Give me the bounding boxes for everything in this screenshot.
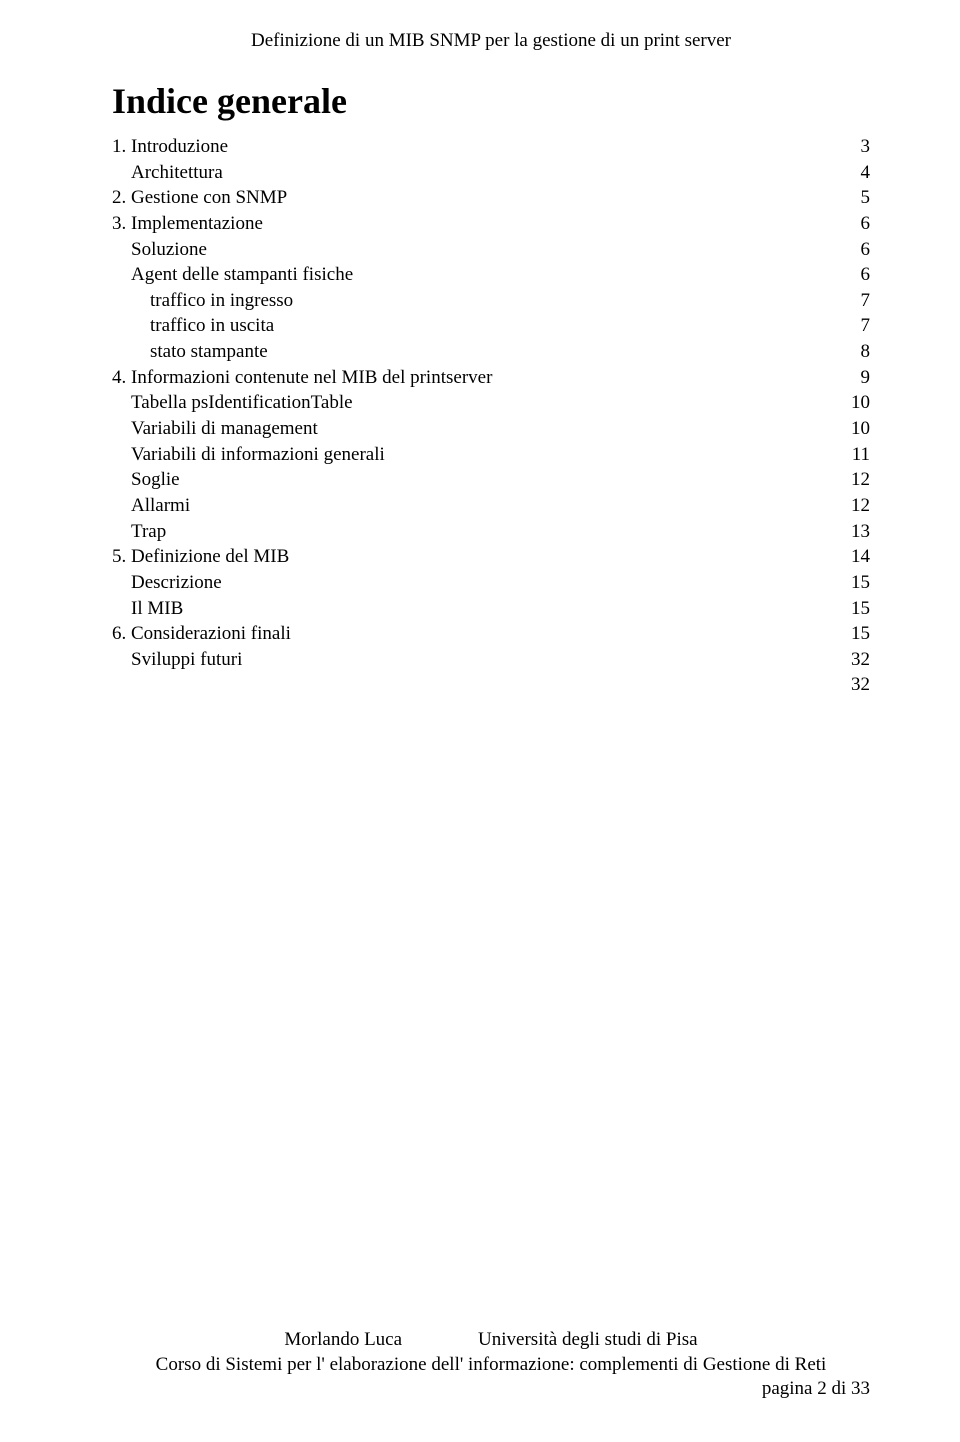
footer-line-2: Corso di Sistemi per l' elaborazione del… <box>112 1353 870 1378</box>
toc-entry-label: traffico in uscita <box>150 313 274 339</box>
toc-entry-label: Tabella psIdentificationTable <box>131 390 353 416</box>
toc-entry-page: 14 <box>851 544 870 570</box>
toc-entry-page: 5 <box>861 185 871 211</box>
toc-entry: 6. Considerazioni finali 15 <box>112 621 870 647</box>
toc-entry-page: 32 <box>851 647 870 673</box>
toc-entry: Variabili di management 10 <box>112 416 870 442</box>
toc-entry-label: Il MIB <box>131 596 183 622</box>
toc-entry-label: 5. Definizione del MIB <box>112 544 289 570</box>
toc-entry: Allarmi 12 <box>112 493 870 519</box>
toc-entry-page: 15 <box>851 596 870 622</box>
toc-entry-label: 1. Introduzione <box>112 134 228 160</box>
toc-entry-page: 32 <box>851 672 870 698</box>
toc-entry-page: 13 <box>851 519 870 545</box>
toc-entry-label: 4. Informazioni contenute nel MIB del pr… <box>112 365 492 391</box>
toc-entry: Tabella psIdentificationTable 10 <box>112 390 870 416</box>
toc-entry-label: traffico in ingresso <box>150 288 293 314</box>
toc-entry-label: Variabili di informazioni generali <box>131 442 385 468</box>
page-container: Definizione di un MIB SNMP per la gestio… <box>0 0 960 1442</box>
toc-entry-label: Variabili di management <box>131 416 318 442</box>
toc-entry: traffico in uscita 7 <box>112 313 870 339</box>
toc-entry-label: Soluzione <box>131 237 207 263</box>
toc-entry-page: 3 <box>861 134 871 160</box>
toc-entry-label: stato stampante <box>150 339 268 365</box>
toc-entry-page: 7 <box>861 288 871 314</box>
footer-line-1: Morlando Luca Università degli studi di … <box>112 1328 870 1353</box>
toc-entry-page: 6 <box>861 237 871 263</box>
footer-spacer <box>407 1329 474 1350</box>
toc-entry-page: 6 <box>861 211 871 237</box>
toc-entry-page: 15 <box>851 570 870 596</box>
toc-entry-label: Trap <box>131 519 166 545</box>
toc-entry-page: 9 <box>861 365 871 391</box>
toc-entry-page: 4 <box>861 160 871 186</box>
page-title: Indice generale <box>112 80 870 122</box>
toc-entry: Variabili di informazioni generali 11 <box>112 442 870 468</box>
toc-entry-label: Soglie <box>131 467 180 493</box>
table-of-contents: 1. Introduzione3Architettura42. Gestione… <box>112 134 870 698</box>
toc-entry: stato stampante 8 <box>112 339 870 365</box>
toc-entry-label: Descrizione <box>131 570 222 596</box>
toc-entry-label: Agent delle stampanti fisiche <box>131 262 353 288</box>
toc-entry-label: Architettura <box>131 160 223 186</box>
toc-entry-label: 2. Gestione con SNMP <box>112 185 287 211</box>
toc-entry-label: 3. Implementazione <box>112 211 263 237</box>
toc-entry-page: 10 <box>851 390 870 416</box>
toc-entry-page: 11 <box>852 442 870 468</box>
toc-entry-page: 15 <box>851 621 870 647</box>
footer-author: Morlando Luca <box>284 1329 402 1350</box>
toc-entry: 1. Introduzione 3 <box>112 134 870 160</box>
toc-entry: 5. Definizione del MIB 14 <box>112 544 870 570</box>
toc-entry: Architettura 4 <box>112 160 870 186</box>
toc-entry: 3. Implementazione 6 <box>112 211 870 237</box>
toc-entry: Soluzione 6 <box>112 237 870 263</box>
toc-entry: Descrizione 15 <box>112 570 870 596</box>
toc-entry-label: Sviluppi futuri <box>131 647 242 673</box>
footer-page-number: pagina 2 di 33 <box>112 1377 870 1402</box>
running-header: Definizione di un MIB SNMP per la gestio… <box>112 30 870 52</box>
toc-entry: 2. Gestione con SNMP 5 <box>112 185 870 211</box>
toc-entry-page: 7 <box>861 313 871 339</box>
toc-entry-page: 10 <box>851 416 870 442</box>
toc-entry-page: 6 <box>861 262 871 288</box>
toc-entry-page: 8 <box>861 339 871 365</box>
toc-entry: 32 <box>112 672 870 698</box>
toc-entry-label: Allarmi <box>131 493 190 519</box>
toc-entry: 4. Informazioni contenute nel MIB del pr… <box>112 365 870 391</box>
toc-entry: Agent delle stampanti fisiche 6 <box>112 262 870 288</box>
toc-entry-label: 6. Considerazioni finali <box>112 621 291 647</box>
toc-entry: traffico in ingresso 7 <box>112 288 870 314</box>
toc-entry-page: 12 <box>851 493 870 519</box>
toc-entry: Trap 13 <box>112 519 870 545</box>
toc-entry-page: 12 <box>851 467 870 493</box>
page-footer: Morlando Luca Università degli studi di … <box>112 1328 870 1402</box>
toc-entry: Il MIB 15 <box>112 596 870 622</box>
toc-entry: Soglie 12 <box>112 467 870 493</box>
toc-entry: Sviluppi futuri 32 <box>112 647 870 673</box>
footer-university: Università degli studi di Pisa <box>478 1329 698 1350</box>
